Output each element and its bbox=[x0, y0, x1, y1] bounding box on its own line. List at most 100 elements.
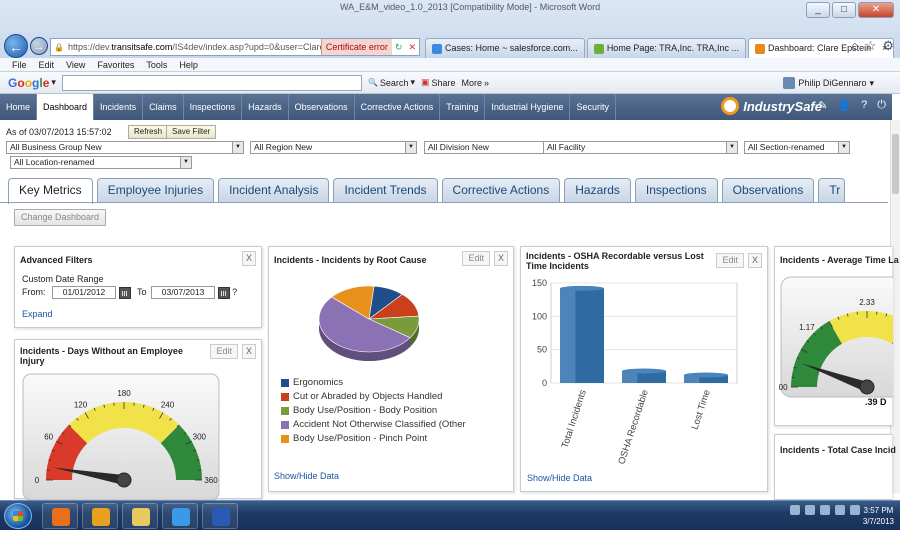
help-icon[interactable]: ? bbox=[232, 286, 238, 297]
to-date-input[interactable]: 03/07/2013 bbox=[151, 286, 216, 299]
google-share-button[interactable]: ▣ Share bbox=[420, 77, 456, 88]
google-search-input[interactable] bbox=[61, 74, 362, 91]
average-time-panel: Incidents - Average Time La .001.172.333… bbox=[774, 246, 899, 426]
edit-button[interactable]: Edit bbox=[716, 253, 744, 268]
show-hide-data-link[interactable]: Show/Hide Data bbox=[527, 473, 593, 483]
bar bbox=[684, 375, 728, 383]
close-panel-button[interactable]: X bbox=[494, 251, 508, 266]
nav-home[interactable]: Home bbox=[0, 94, 38, 120]
maximize-button[interactable]: □ bbox=[832, 2, 856, 18]
nav-hazards[interactable]: Hazards bbox=[242, 94, 289, 120]
gauge-tick bbox=[196, 459, 200, 461]
certificate-error-badge[interactable]: Certificate error bbox=[320, 39, 392, 55]
scrollbar-thumb[interactable] bbox=[892, 134, 899, 194]
browser-tab-cases[interactable]: Cases: Home ~ salesforce.com... bbox=[425, 38, 585, 58]
refresh-icon[interactable]: ↻ bbox=[394, 41, 403, 52]
menu-view[interactable]: View bbox=[66, 60, 86, 70]
nav-security[interactable]: Security bbox=[570, 94, 616, 120]
tray-icon[interactable] bbox=[820, 505, 830, 515]
back-button[interactable]: ← bbox=[4, 34, 28, 58]
nav-incidents[interactable]: Incidents bbox=[94, 94, 144, 120]
close-window-button[interactable]: ✕ bbox=[858, 2, 894, 18]
tab-observations[interactable]: Observations bbox=[721, 178, 815, 202]
tab-corrective-actions[interactable]: Corrective Actions bbox=[441, 178, 561, 202]
nav-observations[interactable]: Observations bbox=[289, 94, 355, 120]
help-icon[interactable]: ? bbox=[861, 99, 868, 111]
address-bar[interactable]: 🔒 https://dev.transitsafe.com/IS4dev/ind… bbox=[50, 38, 420, 56]
legend-label: Cut or Abraded by Objects Handled bbox=[293, 391, 443, 402]
user-icon[interactable]: 👤 bbox=[837, 100, 852, 112]
refresh-button[interactable]: Refresh bbox=[128, 125, 169, 139]
facility-select[interactable]: All Facility ▼ bbox=[543, 141, 738, 154]
edit-button[interactable]: Edit bbox=[462, 251, 490, 266]
show-hide-data-link[interactable]: Show/Hide Data bbox=[274, 471, 340, 481]
nav-claims[interactable]: Claims bbox=[143, 94, 184, 120]
nav-industrial-hygiene[interactable]: Industrial Hygiene bbox=[485, 94, 571, 120]
root-cause-pie bbox=[318, 285, 420, 362]
gauge-tick bbox=[143, 404, 145, 408]
wrench-icon[interactable]: ✎ bbox=[818, 100, 828, 112]
system-clock[interactable]: 3:57 PM 3/7/2013 bbox=[862, 506, 894, 526]
tab-incident-trends[interactable]: Incident Trends bbox=[333, 178, 438, 202]
region-select[interactable]: All Region New ▼ bbox=[250, 141, 417, 154]
menu-help[interactable]: Help bbox=[179, 60, 198, 70]
nav-training[interactable]: Training bbox=[440, 94, 486, 120]
nav-corrective-actions[interactable]: Corrective Actions bbox=[355, 94, 441, 120]
taskbar-outlook-icon[interactable] bbox=[82, 503, 118, 529]
tray-icon[interactable] bbox=[805, 505, 815, 515]
tab-training-partial[interactable]: Tr bbox=[818, 178, 846, 202]
gauge-band bbox=[124, 402, 180, 444]
tray-icon[interactable] bbox=[790, 505, 800, 515]
google-dropdown-caret[interactable]: ▾ bbox=[51, 77, 56, 87]
tab-key-metrics[interactable]: Key Metrics bbox=[8, 178, 93, 204]
tray-icon[interactable] bbox=[835, 505, 845, 515]
browser-tab-home-page[interactable]: Home Page: TRA,Inc. TRA,Inc ... bbox=[586, 38, 747, 58]
url-text[interactable]: https://dev.transitsafe.com/IS4dev/index… bbox=[67, 42, 321, 52]
menu-favorites[interactable]: Favorites bbox=[97, 60, 135, 70]
google-more-button[interactable]: More» bbox=[461, 77, 490, 88]
minimize-button[interactable]: _ bbox=[806, 2, 830, 18]
legend-label: Body Use/Position - Body Position bbox=[293, 405, 438, 416]
section-select[interactable]: All Section-renamed ▼ bbox=[744, 141, 850, 154]
gauge-tick-label: 240 bbox=[161, 401, 175, 410]
expand-link[interactable]: Expand bbox=[22, 309, 53, 319]
calendar-icon[interactable] bbox=[217, 286, 230, 299]
taskbar-firefox-icon[interactable] bbox=[42, 503, 78, 529]
industrysafe-icon bbox=[755, 43, 766, 54]
nav-dashboard[interactable]: Dashboard bbox=[37, 94, 95, 120]
save-filter-button[interactable]: Save Filter bbox=[166, 125, 217, 139]
close-panel-button[interactable]: X bbox=[748, 253, 762, 268]
google-user-menu[interactable]: Philip DiGennaro ▾ bbox=[783, 77, 874, 89]
tab-close-icon[interactable]: × bbox=[882, 43, 888, 53]
stop-icon[interactable]: ✕ bbox=[408, 41, 416, 52]
taskbar-ie-icon[interactable] bbox=[162, 503, 198, 529]
browser-tab-dashboard[interactable]: Dashboard: Clare Epstein × bbox=[748, 38, 895, 58]
close-panel-button[interactable]: X bbox=[242, 344, 256, 359]
google-search-button[interactable]: 🔍 Search ▾ bbox=[367, 77, 415, 88]
power-icon[interactable]: ⏻ bbox=[877, 99, 886, 111]
home-icon[interactable]: ⌂ bbox=[850, 38, 859, 53]
forward-button[interactable]: → bbox=[30, 37, 48, 55]
edit-button[interactable]: Edit bbox=[210, 344, 238, 359]
tab-hazards[interactable]: Hazards bbox=[564, 178, 631, 202]
tab-incident-analysis[interactable]: Incident Analysis bbox=[218, 178, 330, 202]
volume-icon[interactable] bbox=[850, 505, 860, 515]
tab-employee-injuries[interactable]: Employee Injuries bbox=[96, 178, 215, 202]
calendar-icon[interactable] bbox=[118, 286, 131, 299]
taskbar-explorer-icon[interactable] bbox=[122, 503, 158, 529]
gear-icon[interactable]: ⚙ bbox=[882, 38, 894, 53]
nav-inspections[interactable]: Inspections bbox=[184, 94, 243, 120]
favorites-star-icon[interactable]: ☆ bbox=[864, 38, 877, 53]
from-date-input[interactable]: 01/01/2012 bbox=[52, 286, 117, 299]
start-button[interactable] bbox=[4, 503, 32, 529]
taskbar-word-icon[interactable] bbox=[202, 503, 238, 529]
menu-file[interactable]: File bbox=[12, 60, 27, 70]
menu-tools[interactable]: Tools bbox=[146, 60, 168, 70]
close-panel-button[interactable]: X bbox=[242, 251, 256, 266]
menu-edit[interactable]: Edit bbox=[38, 60, 55, 70]
change-dashboard-button[interactable]: Change Dashboard bbox=[14, 209, 107, 226]
tab-inspections[interactable]: Inspections bbox=[634, 178, 718, 202]
location-select[interactable]: All Location-renamed ▼ bbox=[10, 156, 192, 169]
business-group-select[interactable]: All Business Group New ▼ bbox=[6, 141, 244, 154]
bar-highlight bbox=[560, 288, 576, 383]
